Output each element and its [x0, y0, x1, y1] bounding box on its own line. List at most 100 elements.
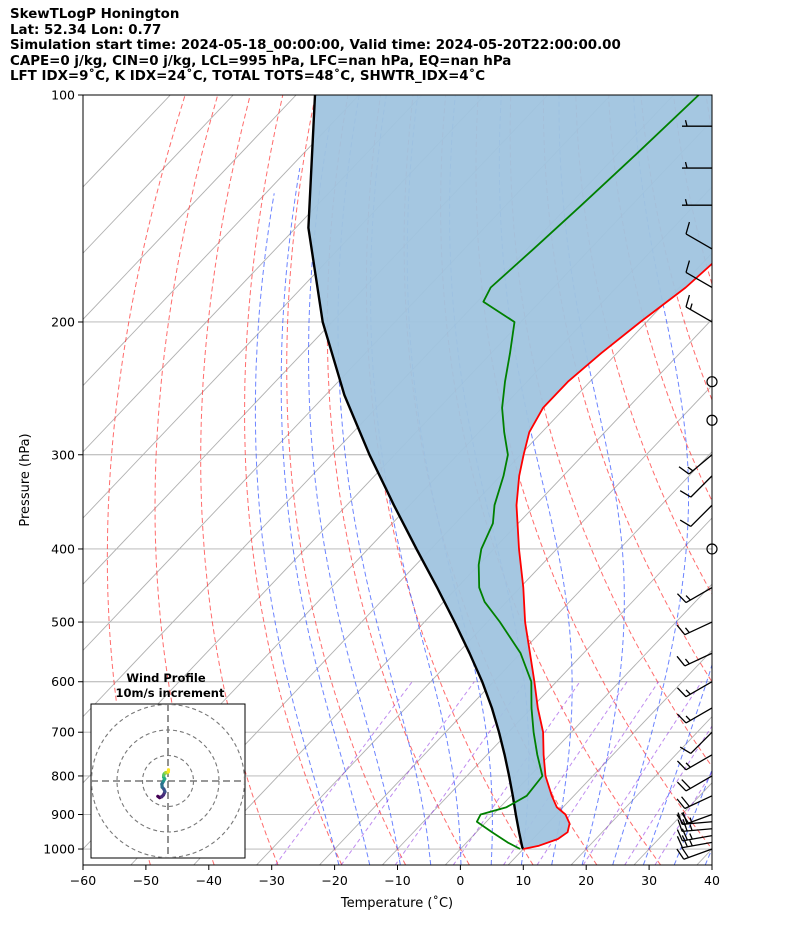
- x-tick-label: 10: [515, 873, 531, 888]
- wind-barb: [679, 504, 713, 528]
- moist-adiabat-line: [254, 193, 340, 865]
- x-axis-ticks: −60 −50 −40 −30 −20 −10 0 10 20 30 40: [70, 865, 720, 888]
- wind-barb: [676, 812, 713, 826]
- barb-full-tick: [676, 781, 687, 792]
- barb-full-tick: [676, 814, 685, 826]
- barb-full-tick: [681, 828, 688, 841]
- mixing-ratio-line: [452, 681, 581, 865]
- isotherm-line: [83, 95, 423, 453]
- barb-full-tick: [681, 779, 691, 789]
- barb-staff: [684, 652, 713, 667]
- y-tick-label: 100: [51, 88, 75, 103]
- mixing-ratio-line: [340, 681, 475, 865]
- wind-barb: [676, 828, 713, 842]
- wind-barb: [676, 835, 713, 849]
- barb-full-tick: [681, 796, 690, 807]
- y-tick-label: 400: [51, 541, 75, 556]
- wind-barb: [676, 681, 713, 698]
- barb-full-tick: [676, 713, 687, 724]
- barb-half-tick: [687, 466, 694, 472]
- barb-staff: [684, 621, 713, 636]
- y-axis-ticks: 1000 900 800 700 600 500 400 300 200 100: [43, 88, 83, 857]
- moist-adiabat-line: [558, 95, 625, 865]
- wind-barb: [685, 260, 713, 289]
- barb-staff: [685, 233, 713, 250]
- mixing-ratio-line: [654, 771, 712, 865]
- cin-shaded-region: [308, 95, 712, 849]
- barb-full-tick: [685, 221, 691, 235]
- title-line-location: Lat: 52.34 Lon: 0.77: [10, 22, 162, 38]
- calm-wind-circle: [706, 376, 718, 388]
- wind-barb: [685, 221, 713, 250]
- barb-half-tick: [685, 595, 691, 601]
- hodograph-plot: [91, 704, 245, 858]
- sounding-profiles: [307, 95, 712, 850]
- barb-half-tick: [685, 715, 691, 721]
- barb-half-tick: [685, 689, 691, 695]
- barb-full-tick: [679, 746, 692, 754]
- barb-full-tick: [676, 760, 687, 771]
- barb-half-tick: [689, 824, 693, 831]
- isotherm-line: [83, 95, 234, 254]
- barb-full-tick: [676, 687, 687, 698]
- barb-half-tick: [684, 627, 690, 634]
- wind-barb: [678, 454, 713, 475]
- x-tick-label: −20: [321, 873, 347, 888]
- wind-barb: [682, 120, 712, 127]
- title-line-station: SkewTLogP Honington: [10, 7, 180, 22]
- moist-adiabat-line: [337, 95, 432, 865]
- calm-wind-circle: [706, 414, 718, 426]
- barb-full-tick: [679, 519, 692, 528]
- x-tick-label: 20: [578, 873, 594, 888]
- barb-full-tick: [678, 466, 690, 475]
- x-tick-label: 0: [456, 873, 464, 888]
- cape-cin-shading: [308, 95, 712, 849]
- dry-adiabat-line: [575, 95, 712, 596]
- x-tick-label: 40: [704, 873, 720, 888]
- mixing-ratio-line: [274, 681, 413, 865]
- x-tick-label: −60: [70, 873, 96, 888]
- x-tick-label: 30: [641, 873, 657, 888]
- dry-adiabat-line: [244, 95, 343, 865]
- wind-barb: [679, 475, 713, 498]
- dry-adiabat-line: [705, 95, 712, 136]
- wind-barbs: [676, 120, 718, 860]
- isotherm-line: [507, 649, 712, 865]
- y-tick-label: 700: [51, 725, 75, 740]
- barb-full-tick: [685, 294, 691, 308]
- barb-half-tick: [684, 161, 688, 169]
- x-tick-label: −40: [196, 873, 222, 888]
- calm-wind-circle: [706, 543, 718, 555]
- barb-half-tick: [684, 199, 688, 206]
- isotherm-line: [570, 715, 712, 865]
- dry-adiabat-line: [200, 95, 279, 865]
- isotherm-line: [444, 583, 712, 865]
- y-tick-label: 500: [51, 615, 75, 630]
- isotherm-line: [319, 451, 712, 865]
- isotherm-line: [83, 95, 360, 387]
- barb-full-tick: [676, 624, 686, 636]
- barb-full-tick: [681, 846, 690, 858]
- barb-full-tick: [676, 593, 687, 603]
- wind-barb: [676, 707, 713, 724]
- barb-full-tick: [676, 829, 684, 842]
- moist-adiabat-line: [280, 168, 371, 865]
- barb-full-tick: [682, 819, 688, 832]
- barb-staff: [690, 475, 713, 498]
- wind-barb: [676, 754, 713, 771]
- y-tick-label: 800: [51, 768, 75, 783]
- wind-barb: [682, 199, 712, 206]
- barb-staff: [690, 504, 713, 527]
- y-axis-label: Pressure (hPa): [18, 433, 33, 526]
- y-tick-label: 900: [51, 807, 75, 822]
- y-tick-label: 200: [51, 314, 75, 329]
- wind-barb: [676, 775, 713, 792]
- moist-adiabat-line: [673, 768, 712, 865]
- barb-full-tick: [677, 819, 683, 832]
- title-line-indices-2: LFT IDX=9˚C, K IDX=24˚C, TOTAL TOTS=48˚C…: [10, 69, 486, 85]
- moist-adiabat-line: [704, 847, 712, 865]
- wind-barb: [677, 819, 713, 833]
- y-tick-label: 300: [51, 447, 75, 462]
- wind-barb: [679, 731, 713, 754]
